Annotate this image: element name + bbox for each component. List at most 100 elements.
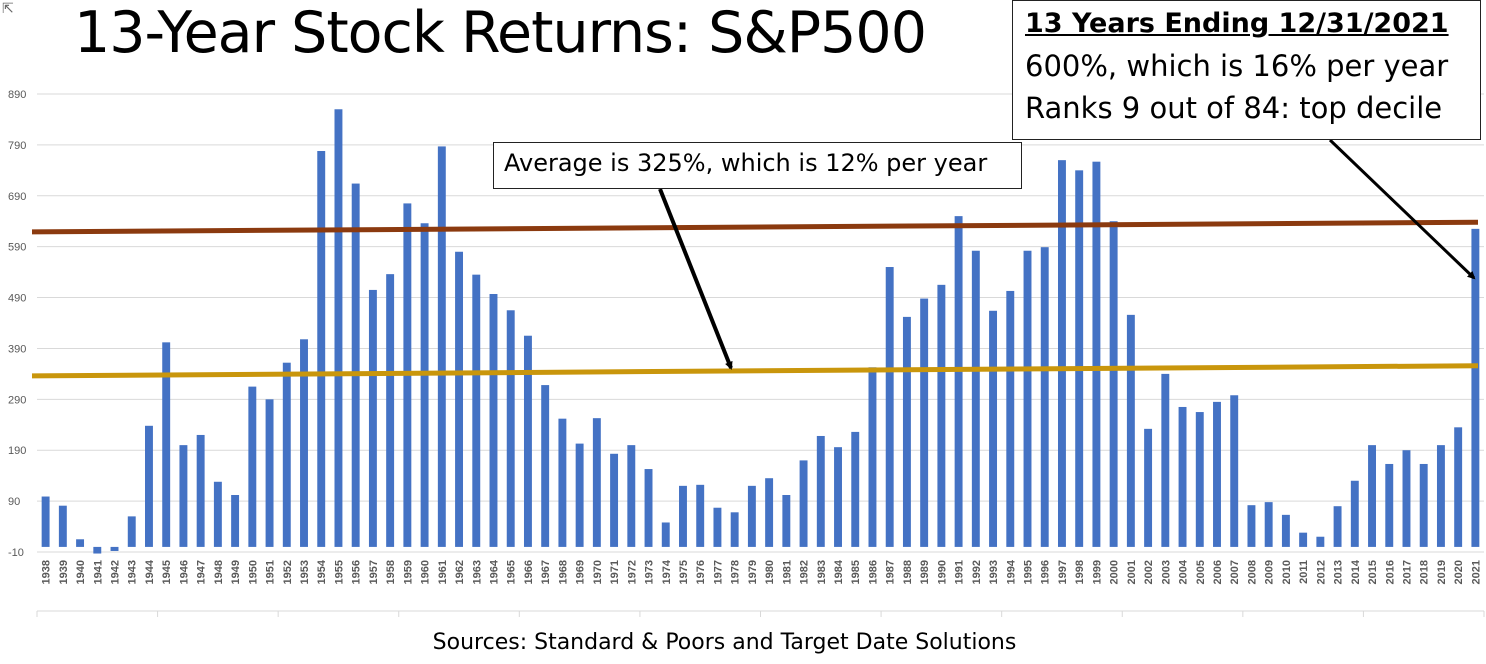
bar xyxy=(93,546,102,554)
x-tick-label: 1981 xyxy=(781,560,793,584)
x-tick-label: 2013 xyxy=(1333,560,1345,584)
result-callout-line2: Ranks 9 out of 84: top decile xyxy=(1025,91,1443,125)
x-tick-label: 2009 xyxy=(1264,560,1276,584)
y-tick-label: 890 xyxy=(8,89,26,101)
bar xyxy=(1419,463,1428,547)
x-tick-label: 1995 xyxy=(1023,560,1035,584)
average-arrow xyxy=(658,188,733,370)
average-line xyxy=(31,363,1479,379)
x-tick-label: 1956 xyxy=(351,560,363,584)
y-tick-label: 290 xyxy=(8,394,26,406)
bar xyxy=(592,418,601,547)
bar xyxy=(1213,401,1221,547)
bar xyxy=(730,512,739,547)
y-tick-label: 590 xyxy=(8,242,26,254)
y-axis-ticks: -10 90 190 290 390 490 590 690 790 890 xyxy=(8,89,26,559)
x-tick-label: 2014 xyxy=(1350,559,1362,584)
bar xyxy=(541,385,550,547)
result-arrow xyxy=(1328,138,1476,280)
y-tick-label: 690 xyxy=(8,191,26,203)
bar xyxy=(1023,250,1032,547)
x-tick-label: 1942 xyxy=(110,560,122,584)
x-tick-label: 1952 xyxy=(282,560,294,584)
x-tick-label: 1949 xyxy=(230,560,242,584)
x-tick-label: 1941 xyxy=(92,560,104,584)
bar xyxy=(248,386,257,547)
bar xyxy=(472,274,481,547)
bar xyxy=(58,505,67,547)
bar xyxy=(1436,445,1445,547)
bar xyxy=(902,316,911,547)
bar xyxy=(1247,505,1256,547)
x-tick-label: 1963 xyxy=(471,560,483,584)
x-tick-label: 2010 xyxy=(1281,560,1293,584)
bar xyxy=(1368,445,1376,547)
bar xyxy=(1350,480,1359,547)
x-tick-label: 1953 xyxy=(299,560,311,584)
bar xyxy=(851,431,860,547)
x-tick-label: 1985 xyxy=(850,560,862,584)
y-tick-label: 790 xyxy=(8,140,26,152)
x-tick-label: 1972 xyxy=(626,560,638,584)
bar xyxy=(971,250,980,547)
x-tick-label: 1990 xyxy=(936,560,948,584)
x-tick-label: 2018 xyxy=(1419,560,1431,584)
x-tick-label: 1986 xyxy=(867,560,879,584)
current-return-line xyxy=(31,219,1479,235)
x-tick-label: 1946 xyxy=(178,560,190,584)
x-tick-label: 2002 xyxy=(1143,560,1155,584)
bar xyxy=(489,293,498,547)
x-tick-label: 1969 xyxy=(575,560,587,584)
x-tick-label: 1997 xyxy=(1057,560,1069,584)
x-tick-label: 1983 xyxy=(816,560,828,584)
x-tick-label: 1976 xyxy=(695,560,707,584)
x-tick-label: 1984 xyxy=(833,559,845,584)
x-tick-label: 2020 xyxy=(1453,560,1465,584)
bar xyxy=(1040,247,1049,547)
bar xyxy=(782,495,791,547)
arrows xyxy=(658,138,1476,370)
x-tick-label: 1947 xyxy=(196,560,208,584)
y-tick-label: 90 xyxy=(8,496,20,508)
bar xyxy=(937,284,946,547)
x-tick-label: 1954 xyxy=(316,559,328,584)
x-axis xyxy=(36,610,1485,617)
x-tick-label: 1939 xyxy=(58,560,70,584)
bar xyxy=(1333,506,1342,547)
bar xyxy=(765,478,774,547)
bar xyxy=(1006,290,1015,547)
x-tick-label: 1977 xyxy=(712,560,724,584)
bar xyxy=(523,335,532,547)
x-tick-label: 1999 xyxy=(1091,560,1103,584)
bar xyxy=(41,496,50,547)
x-tick-label: 1940 xyxy=(75,560,87,584)
x-tick-label: 2000 xyxy=(1109,560,1121,584)
bar xyxy=(713,507,722,547)
bar xyxy=(989,310,998,547)
x-tick-label: 1945 xyxy=(161,560,173,584)
x-tick-label: 2016 xyxy=(1384,560,1396,584)
sources-note: Sources: Standard & Poors and Target Dat… xyxy=(432,630,1017,655)
bar xyxy=(885,267,894,547)
bar xyxy=(747,485,756,547)
x-tick-label: 2003 xyxy=(1160,560,1172,584)
x-tick-label: 2017 xyxy=(1401,560,1413,584)
page-title: 13-Year Stock Returns: S&P500 xyxy=(74,0,927,66)
x-tick-label: 1971 xyxy=(609,560,621,584)
bar xyxy=(1109,221,1118,547)
bar xyxy=(76,539,85,547)
x-tick-label: 1987 xyxy=(885,560,897,584)
x-tick-label: 1955 xyxy=(333,560,345,584)
x-tick-label: 1967 xyxy=(540,560,552,584)
x-tick-label: 1965 xyxy=(506,560,518,584)
x-tick-label: 1959 xyxy=(402,560,414,584)
x-tick-label: 2001 xyxy=(1126,560,1138,584)
bar xyxy=(679,485,687,547)
x-tick-label: 1968 xyxy=(557,560,569,584)
bar xyxy=(1316,536,1325,547)
x-tick-label: 1992 xyxy=(971,560,983,584)
x-tick-label: 1978 xyxy=(730,560,742,584)
bar xyxy=(213,481,222,547)
bar xyxy=(816,435,825,547)
x-tick-label: 2011 xyxy=(1298,560,1310,584)
